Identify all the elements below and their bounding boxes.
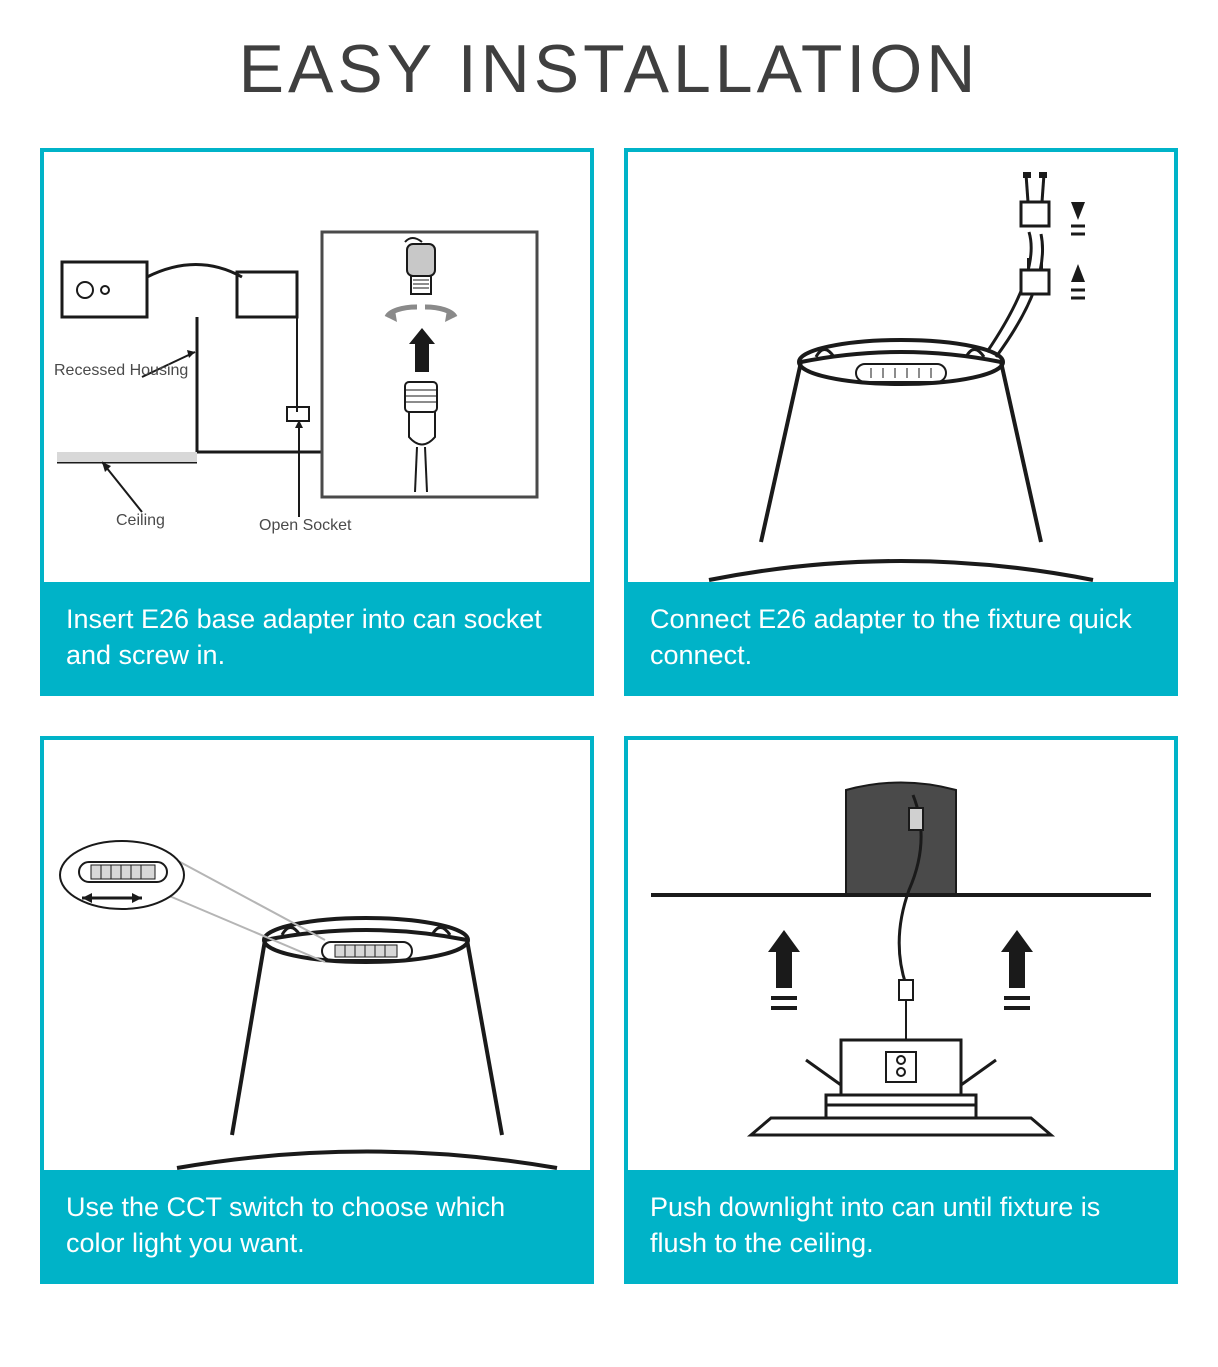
step-caption: Push downlight into can until fixture is… xyxy=(628,1170,1174,1280)
steps-grid: 1 xyxy=(40,148,1178,1284)
step-caption: Use the CCT switch to choose which color… xyxy=(44,1170,590,1280)
page-title: EASY INSTALLATION xyxy=(40,30,1178,108)
step-panel-2: 2 xyxy=(624,148,1178,696)
step-4-diagram xyxy=(628,740,1174,1170)
label-recessed-housing: Recessed Housing xyxy=(54,362,188,380)
step-panel-1: 1 xyxy=(40,148,594,696)
step-1-diagram: Recessed Housing Ceiling Open Socket xyxy=(44,152,590,582)
step-panel-3: 3 xyxy=(40,736,594,1284)
step-3-diagram xyxy=(44,740,590,1170)
label-ceiling: Ceiling xyxy=(116,512,165,530)
step-panel-4: 4 xyxy=(624,736,1178,1284)
step-2-diagram xyxy=(628,152,1174,582)
step-caption: Connect E26 adapter to the fixture quick… xyxy=(628,582,1174,692)
step-caption: Insert E26 base adapter into can socket … xyxy=(44,582,590,692)
label-open-socket: Open Socket xyxy=(259,517,352,535)
